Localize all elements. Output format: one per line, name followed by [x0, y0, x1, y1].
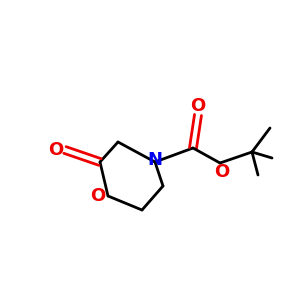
Text: N: N — [148, 151, 163, 169]
Text: O: O — [90, 187, 106, 205]
Text: O: O — [190, 97, 206, 115]
Text: O: O — [214, 163, 230, 181]
Text: O: O — [48, 141, 64, 159]
